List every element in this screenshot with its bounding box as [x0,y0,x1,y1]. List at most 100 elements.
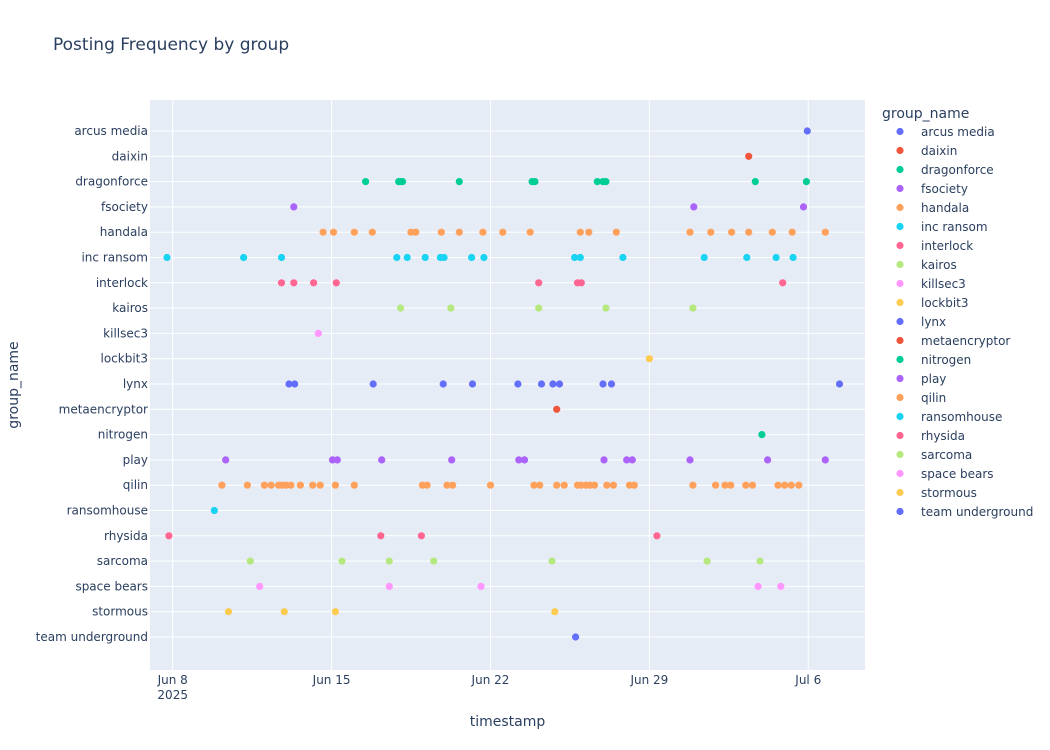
data-point[interactable] [781,481,789,489]
data-point[interactable] [260,481,268,489]
data-point[interactable] [447,304,455,312]
data-point[interactable] [768,228,776,236]
legend-marker[interactable] [896,146,904,155]
data-point[interactable] [246,557,254,565]
data-point[interactable] [600,456,608,464]
data-point[interactable] [788,228,796,236]
legend-marker[interactable] [896,317,904,326]
legend-item[interactable]: team underground [921,505,1033,519]
data-point[interactable] [754,582,762,591]
data-point[interactable] [572,633,580,641]
data-point[interactable] [772,253,780,262]
data-point[interactable] [417,532,425,540]
data-point[interactable] [728,228,736,236]
data-point[interactable] [751,178,759,186]
data-point[interactable] [593,178,601,186]
data-points[interactable] [163,127,844,641]
legend-marker[interactable] [896,450,904,459]
data-point[interactable] [243,481,251,489]
data-point[interactable] [612,228,620,236]
data-point[interactable] [619,253,627,262]
data-point[interactable] [240,253,248,262]
data-point[interactable] [440,253,448,262]
data-point[interactable] [277,279,286,287]
data-point[interactable] [721,481,729,489]
legend-marker[interactable] [896,412,904,421]
legend-item[interactable]: killsec3 [921,277,966,291]
data-point[interactable] [515,456,523,464]
data-point[interactable] [480,253,488,262]
data-point[interactable] [218,481,226,489]
data-point[interactable] [280,608,288,616]
data-point[interactable] [756,557,764,565]
data-point[interactable] [712,481,720,489]
data-point[interactable] [319,228,327,236]
data-point[interactable] [468,380,477,388]
legend-item[interactable]: lockbit3 [921,296,969,310]
data-point[interactable] [397,304,405,312]
data-point[interactable] [745,152,753,160]
data-point[interactable] [690,203,698,211]
data-point[interactable] [448,456,456,464]
data-point[interactable] [256,582,264,591]
legend-marker[interactable] [896,222,904,231]
data-point[interactable] [821,228,829,236]
data-point[interactable] [571,253,579,262]
data-point[interactable] [385,582,393,591]
data-point[interactable] [287,481,295,489]
data-point[interactable] [689,481,697,489]
data-point[interactable] [548,557,556,565]
legend-marker[interactable] [896,507,904,516]
data-point[interactable] [296,481,304,489]
data-point[interactable] [210,506,218,515]
data-point[interactable] [689,304,697,312]
data-point[interactable] [551,608,559,616]
legend-item[interactable]: lynx [921,315,946,329]
data-point[interactable] [599,380,607,388]
data-point[interactable] [536,481,544,489]
data-point[interactable] [377,532,385,540]
legend-item[interactable]: ransomhouse [921,410,1002,424]
data-point[interactable] [531,178,539,186]
legend-item[interactable]: stormous [921,486,977,500]
data-point[interactable] [743,253,751,262]
data-point[interactable] [745,228,753,236]
data-point[interactable] [576,253,584,262]
data-point[interactable] [309,481,317,489]
legend-item[interactable]: rhysida [921,429,965,443]
data-point[interactable] [291,380,299,388]
data-point[interactable] [549,380,557,388]
legend-item[interactable]: fsociety [921,182,968,196]
data-point[interactable] [369,380,377,388]
data-point[interactable] [368,228,376,236]
data-point[interactable] [686,228,694,236]
legend-marker[interactable] [896,431,904,440]
legend-item[interactable]: metaencryptor [921,334,1010,348]
legend-marker[interactable] [896,336,904,345]
data-point[interactable] [821,456,829,464]
legend-marker[interactable] [896,184,904,193]
data-point[interactable] [224,608,233,616]
legend-item[interactable]: qilin [921,391,946,405]
data-point[interactable] [537,380,546,388]
legend-item[interactable]: dragonforce [921,163,994,177]
data-point[interactable] [385,557,393,565]
legend-item[interactable]: nitrogen [921,353,971,367]
data-point[interactable] [362,178,370,186]
data-point[interactable] [350,228,358,236]
data-point[interactable] [576,228,584,236]
legend-marker[interactable] [896,298,904,307]
legend-item[interactable]: sarcoma [921,448,972,462]
data-point[interactable] [412,228,420,236]
data-point[interactable] [799,203,808,211]
data-point[interactable] [477,582,485,591]
data-point[interactable] [602,304,610,312]
legend-marker[interactable] [896,260,904,269]
data-point[interactable] [455,228,463,236]
data-point[interactable] [520,456,529,464]
legend-marker[interactable] [896,393,904,402]
data-point[interactable] [703,557,711,565]
data-point[interactable] [499,228,507,236]
data-point[interactable] [277,253,286,262]
data-point[interactable] [535,304,543,312]
